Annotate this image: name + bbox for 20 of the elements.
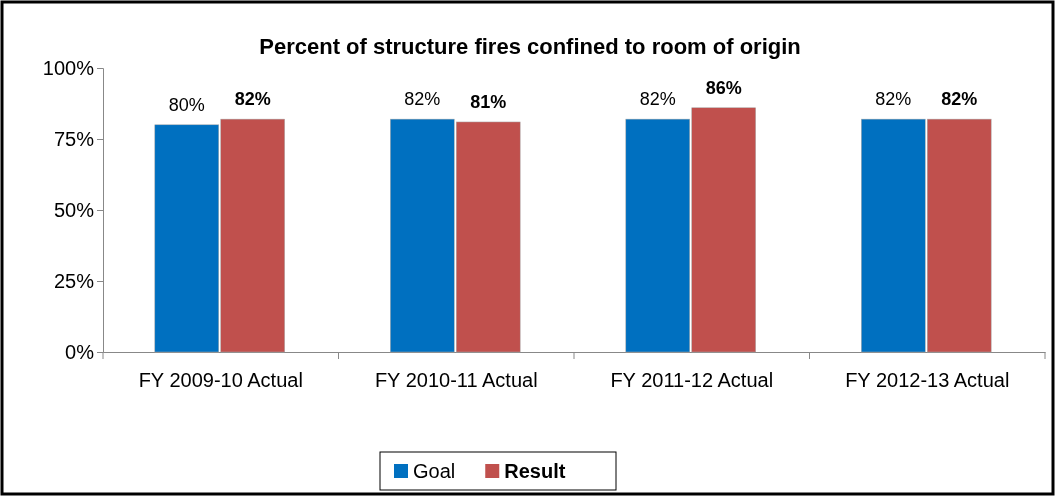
y-tick-label: 0% [65,340,95,363]
data-label: 82% [234,89,271,110]
legend-label: Goal [413,460,456,482]
y-tick-label: 25% [53,269,95,292]
x-tick-label: FY 2009-10 Actual [138,369,303,391]
data-label: 82% [404,89,441,110]
x-tick-label: FY 2012-13 Actual [845,369,1010,391]
x-tick-label: FY 2011-12 Actual [610,369,774,391]
data-label: 82% [875,89,912,110]
x-tick-label: FY 2010-11 Actual [374,369,538,391]
data-label: 80% [168,94,205,115]
chart-title: Percent of structure fires confined to room of origin [259,34,801,59]
legend-label: Result [504,460,566,482]
data-label: 82% [639,89,676,110]
y-tick-label: 75% [53,127,95,150]
y-tick-label: 100% [42,56,95,79]
data-label: 81% [470,91,507,112]
y-tick-label: 50% [53,198,95,221]
data-label: 86% [705,77,742,98]
data-label: 82% [941,89,978,110]
